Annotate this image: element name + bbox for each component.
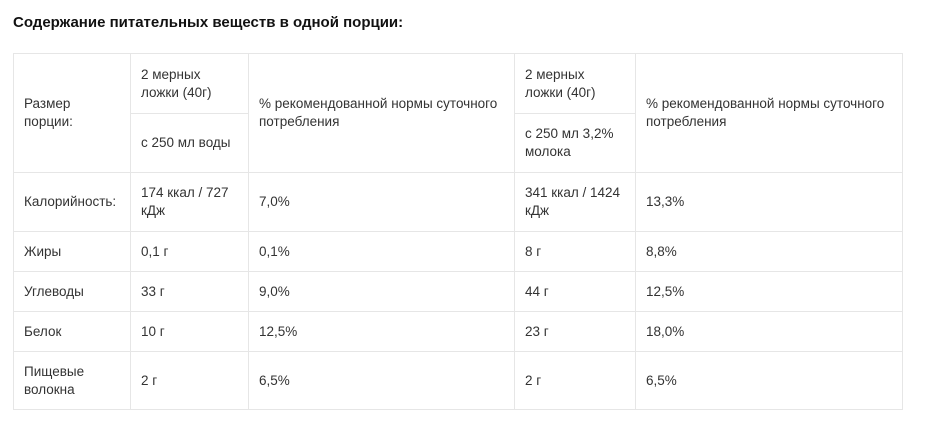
milk-percent: 12,5% — [635, 271, 903, 312]
table-header-row: с 250 мл воды с 250 мл 3,2% молока — [14, 113, 903, 173]
water-percent: 7,0% — [248, 172, 515, 232]
table-row: Белок 10 г 12,5% 23 г 18,0% — [13, 311, 903, 352]
nutrition-table: Размер порции: 2 мерных ложки (40г) % ре… — [13, 53, 903, 410]
milk-liquid-header: с 250 мл 3,2% молока — [514, 113, 636, 173]
water-value: 2 г — [130, 351, 249, 410]
milk-value: 8 г — [514, 231, 636, 272]
table-header-row: Размер порции: 2 мерных ложки (40г) % ре… — [13, 53, 903, 173]
milk-value: 341 ккал / 1424 кДж — [514, 172, 636, 232]
table-row: Калорийность: 174 ккал / 727 кДж 7,0% 34… — [13, 172, 903, 232]
milk-measure-header: 2 мерных ложки (40г) — [514, 53, 636, 114]
table-row: Углеводы 33 г 9,0% 44 г 12,5% — [13, 271, 903, 312]
nutrient-name: Пищевые волокна — [13, 351, 131, 410]
nutrient-name: Калорийность: — [13, 172, 131, 232]
milk-value: 2 г — [514, 351, 636, 410]
table-row: Жиры 0,1 г 0,1% 8 г 8,8% — [13, 231, 903, 272]
serving-size-label: Размер порции: — [13, 53, 131, 173]
milk-value: 44 г — [514, 271, 636, 312]
water-value: 33 г — [130, 271, 249, 312]
water-value: 10 г — [130, 311, 249, 352]
nutrient-name: Углеводы — [13, 271, 131, 312]
table-row: Пищевые волокна 2 г 6,5% 2 г 6,5% — [13, 351, 903, 410]
milk-percent: 8,8% — [635, 231, 903, 272]
water-percent-header: % рекомендованной нормы суточного потреб… — [248, 53, 515, 173]
water-percent: 9,0% — [248, 271, 515, 312]
milk-percent-header: % рекомендованной нормы суточного потреб… — [635, 53, 903, 173]
nutrient-name: Белок — [13, 311, 131, 352]
page-heading: Содержание питательных веществ в одной п… — [13, 14, 404, 31]
milk-percent: 18,0% — [635, 311, 903, 352]
water-value: 174 ккал / 727 кДж — [130, 172, 249, 232]
water-value: 0,1 г — [130, 231, 249, 272]
milk-value: 23 г — [514, 311, 636, 352]
water-percent: 0,1% — [248, 231, 515, 272]
milk-percent: 6,5% — [635, 351, 903, 410]
nutrient-name: Жиры — [13, 231, 131, 272]
water-percent: 12,5% — [248, 311, 515, 352]
water-percent: 6,5% — [248, 351, 515, 410]
water-measure-header: 2 мерных ложки (40г) — [130, 53, 249, 114]
milk-percent: 13,3% — [635, 172, 903, 232]
water-liquid-header: с 250 мл воды — [130, 113, 249, 173]
